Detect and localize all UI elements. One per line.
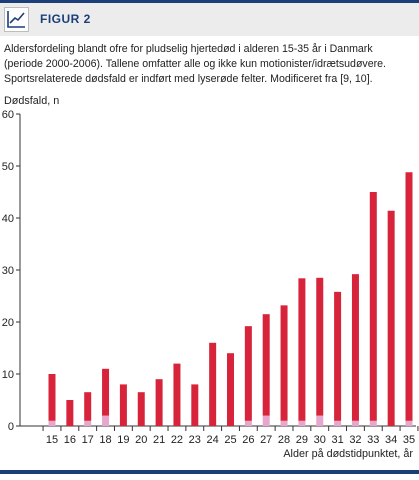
line-chart-icon <box>4 7 29 32</box>
bar-segment <box>155 379 163 426</box>
bar-sport-segment <box>102 415 110 426</box>
x-tick-label: 19 <box>117 434 129 446</box>
bar-segment <box>369 192 377 421</box>
x-tick-label: 25 <box>224 434 236 446</box>
x-tick-label: 29 <box>296 434 308 446</box>
bar-segment <box>316 277 324 416</box>
x-tick-label: 27 <box>260 434 272 446</box>
bar-segment <box>280 305 288 421</box>
bar-segment <box>102 368 110 416</box>
bar-segment <box>351 274 359 421</box>
y-tick-label: 60 <box>2 109 14 121</box>
x-tick-label: 35 <box>403 434 415 446</box>
x-tick-label: 24 <box>207 434 219 446</box>
y-tick-label: 40 <box>2 213 14 225</box>
figure-label: FIGUR 2 <box>40 12 91 26</box>
bar-sport-segment <box>280 420 288 426</box>
bar-segment <box>48 374 56 421</box>
y-tick-label: 0 <box>8 421 14 433</box>
bar-segment <box>137 392 145 426</box>
y-tick-label: 30 <box>2 265 14 277</box>
bar-segment <box>244 326 252 421</box>
bar-sport-segment <box>48 420 56 426</box>
x-tick-label: 33 <box>367 434 379 446</box>
x-tick-label: 31 <box>331 434 343 446</box>
figure-caption: Aldersfordeling blandt ofre for pludseli… <box>4 43 386 85</box>
bar-sport-segment <box>262 415 270 426</box>
x-tick-label: 28 <box>278 434 290 446</box>
x-tick-label: 20 <box>135 434 147 446</box>
bar-sport-segment <box>334 420 342 426</box>
x-tick-label: 26 <box>242 434 254 446</box>
bar-segment <box>191 384 199 426</box>
bar-sport-segment <box>298 420 306 426</box>
y-tick-label: 50 <box>2 161 14 173</box>
figure-header: FIGUR 2 <box>0 3 419 36</box>
bar-segment <box>84 392 92 421</box>
y-axis-label: Dødsfald, n <box>4 95 60 107</box>
x-tick-label: 18 <box>99 434 111 446</box>
bar-segment <box>173 363 181 426</box>
bar-segment <box>334 291 342 421</box>
x-tick-label: 21 <box>153 434 165 446</box>
y-tick-label: 10 <box>2 369 14 381</box>
bar-sport-segment <box>351 420 359 426</box>
x-tick-label: 30 <box>314 434 326 446</box>
bar-segment <box>262 314 270 416</box>
bar-sport-segment <box>369 420 377 426</box>
x-tick-label: 23 <box>189 434 201 446</box>
y-tick-label: 20 <box>2 317 14 329</box>
x-tick-label: 15 <box>46 434 58 446</box>
bar-segment <box>66 400 74 426</box>
bottom-rule <box>0 470 419 474</box>
bar-sport-segment <box>316 415 324 426</box>
top-rule <box>0 0 419 3</box>
bar-segment <box>387 210 395 426</box>
bar-segment <box>298 278 306 421</box>
bar-segment <box>209 342 217 426</box>
x-tick-label: 32 <box>349 434 361 446</box>
bar-sport-segment <box>244 420 252 426</box>
x-tick-label: 16 <box>64 434 76 446</box>
bar-segment <box>227 353 234 426</box>
bar-sport-segment <box>405 420 413 426</box>
x-tick-label: 22 <box>171 434 183 446</box>
x-tick-label: 17 <box>82 434 94 446</box>
x-tick-label: 34 <box>385 434 397 446</box>
bar-sport-segment <box>84 420 92 426</box>
bar-segment <box>119 384 127 426</box>
x-axis-label: Alder på dødstidpunktet, år <box>283 448 413 460</box>
bar-segment <box>405 172 413 421</box>
